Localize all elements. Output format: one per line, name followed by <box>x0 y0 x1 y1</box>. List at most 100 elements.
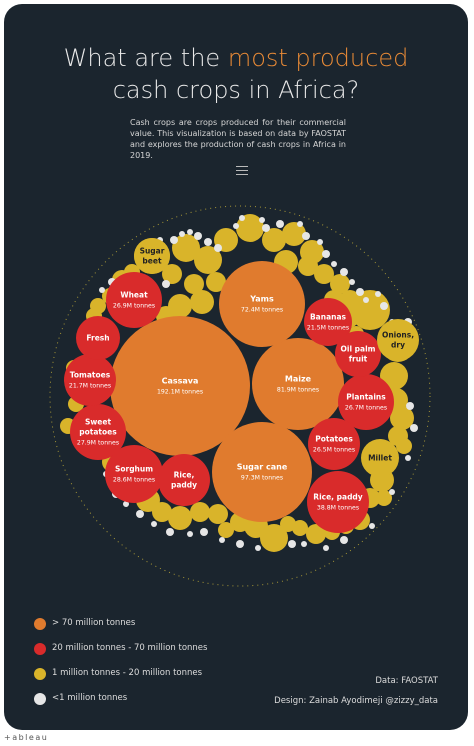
title-accent: most produced <box>227 44 409 72</box>
chart-title: What are the most produced cash crops in… <box>4 42 468 106</box>
chart-description: Cash crops are crops produced for their … <box>130 118 346 160</box>
bubble-tiny <box>187 229 193 235</box>
bubble-small <box>208 504 228 524</box>
legend-item-under1: <1 million tonnes <box>34 692 294 706</box>
bubble-small <box>376 490 392 506</box>
bubble-small <box>190 502 210 522</box>
bubble-rice-paddy <box>158 454 210 506</box>
bubble-tiny <box>410 424 418 432</box>
bubble-tiny <box>297 221 303 227</box>
bubble-tiny <box>322 250 330 258</box>
bubble-small <box>206 272 226 292</box>
legend-item-1-20: 1 million tonnes - 20 million tonnes <box>34 667 294 681</box>
bubble-sweet-potatoes <box>70 404 126 460</box>
bubble-tiny <box>406 402 414 410</box>
outer-ring <box>49 205 431 587</box>
bubble-small <box>350 290 390 330</box>
bubble-small <box>282 222 306 246</box>
bubble-value-label: 21.5M tonnes <box>307 325 349 332</box>
legend-label: <1 million tonnes <box>52 693 128 703</box>
bubble-small <box>172 234 200 262</box>
bubble-tiny <box>200 528 208 536</box>
bubble-small <box>380 362 408 390</box>
bubble-value-label: 28.6M tonnes <box>113 477 155 484</box>
legend-label: > 70 million tonnes <box>52 618 136 628</box>
tableau-logo[interactable]: +ableau <box>4 733 49 742</box>
bubble-tiny <box>331 261 337 267</box>
bubble-small <box>314 264 334 284</box>
bubble-tiny <box>170 236 178 244</box>
bubble-tiny <box>255 545 261 551</box>
bubble-name-label: beet <box>142 257 162 266</box>
bubble-small <box>260 524 288 552</box>
bubble-tiny <box>136 510 144 518</box>
bubble-small <box>90 298 106 314</box>
bubble-name-label: Sugar cane <box>237 463 288 472</box>
bubble-sugar-beet <box>134 238 170 274</box>
bubble-tiny <box>179 231 185 237</box>
bubble-small <box>390 406 414 430</box>
bubble-small <box>306 524 326 544</box>
bubble-bananas <box>304 298 352 346</box>
bubble-name-label: Cassava <box>162 377 199 386</box>
legend-label: 1 million tonnes - 20 million tonnes <box>52 668 203 678</box>
bubble-name-label: Fresh <box>86 334 109 343</box>
legend-swatch <box>34 618 46 630</box>
bubble-small <box>168 506 192 530</box>
bubble-small <box>184 274 204 294</box>
bubble-tiny <box>276 220 284 228</box>
bubble-tiny <box>340 268 348 276</box>
bubble-small <box>194 246 222 274</box>
bubble-value-label: 26.5M tonnes <box>313 447 355 454</box>
bubble-tiny <box>301 541 307 547</box>
bubble-small <box>298 256 318 276</box>
title-prefix: What are the <box>63 44 228 72</box>
bubble-name-label: Onions, <box>382 331 414 340</box>
bubble-name-label: Oil palm <box>341 345 376 354</box>
bubble-tiny <box>162 280 170 288</box>
bubble-tiny <box>405 455 411 461</box>
bubble-tiny <box>323 545 329 551</box>
bubble-tiny <box>239 215 245 221</box>
bubble-value-label: 38.8M tonnes <box>317 505 359 512</box>
bubble-small <box>330 274 350 294</box>
bubble-small <box>396 438 412 454</box>
bubble-value-label: 26.7M tonnes <box>345 405 387 412</box>
bubble-tiny <box>259 217 265 223</box>
bubble-name-label: Rice, <box>174 471 195 480</box>
bubble-wheat <box>106 272 162 328</box>
viz-card: What are the most produced cash crops in… <box>4 4 468 730</box>
legend-swatch <box>34 668 46 680</box>
bubble-potatoes <box>308 418 360 470</box>
legend-label: 20 million tonnes - 70 million tonnes <box>52 643 208 653</box>
bubble-yams <box>219 261 305 347</box>
bubble-value-label: 21.7M tonnes <box>69 383 111 390</box>
bubble-value-label: 27.9M tonnes <box>77 440 119 447</box>
bubble-name-label: Sorghum <box>115 465 153 474</box>
menu-icon[interactable] <box>236 166 248 175</box>
bubble-name-label: Plantains <box>346 393 386 402</box>
bubble-name-label: potatoes <box>79 428 117 437</box>
bubble-tomatoes <box>64 354 116 406</box>
bubble-fresh <box>76 316 120 360</box>
legend-item-20-70: 20 million tonnes - 70 million tonnes <box>34 642 294 656</box>
bubble-tiny <box>204 238 212 246</box>
bubble-name-label: Wheat <box>120 291 148 300</box>
bubble-tiny <box>363 297 369 303</box>
bubble-name-label: Tomatoes <box>70 371 111 380</box>
bubble-name-label: Millet <box>368 454 392 463</box>
legend-swatch <box>34 643 46 655</box>
bubble-tiny <box>236 540 244 548</box>
title-line2: cash crops in Africa? <box>112 76 360 104</box>
bubble-value-label: 97.3M tonnes <box>241 475 283 482</box>
bubble-name-label: dry <box>391 341 405 350</box>
bubble-tiny <box>194 232 202 240</box>
bubble-small <box>190 290 214 314</box>
bubble-sorghum <box>105 445 163 503</box>
bubble-tiny <box>302 232 310 240</box>
bubble-value-label: 26.9M tonnes <box>113 303 155 310</box>
bubble-tiny <box>219 537 225 543</box>
bubble-name-label: Yams <box>249 295 274 304</box>
bubble-cassava <box>110 316 250 456</box>
bubble-rice-paddy <box>307 471 369 533</box>
